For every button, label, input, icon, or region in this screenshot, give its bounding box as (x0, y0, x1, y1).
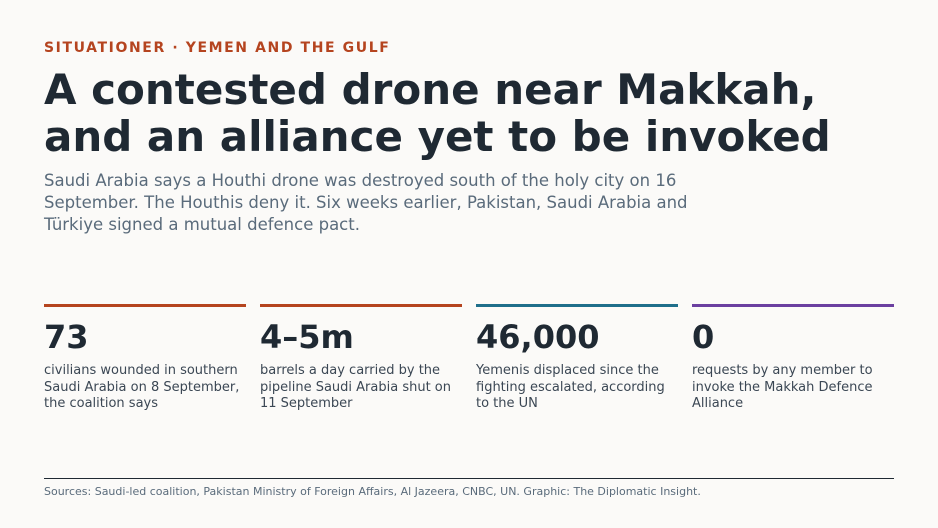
divider (44, 478, 894, 479)
stat-card: 46,000 Yemenis displaced since the fight… (476, 304, 678, 413)
stat-value: 0 (692, 318, 715, 356)
stat-label: barrels a day carried by the pipeline Sa… (260, 363, 452, 411)
subtitle: Saudi Arabia says a Houthi drone was des… (44, 171, 688, 234)
stat-value: 46,000 (476, 318, 600, 356)
stat-card: 73 civilians wounded in southern Saudi A… (44, 304, 246, 413)
sources: Sources: Saudi-led coalition, Pakistan M… (44, 485, 701, 498)
title: A contested drone near Makkah, and an al… (44, 65, 831, 161)
stat-value: 4–5m (260, 318, 354, 356)
stat-label: Yemenis displaced since the fighting esc… (476, 363, 665, 411)
stat-card: 0 requests by any member to invoke the M… (692, 304, 894, 413)
stat-value: 73 (44, 318, 89, 356)
stat-label: requests by any member to invoke the Mak… (692, 363, 873, 411)
stat-card: 4–5m barrels a day carried by the pipeli… (260, 304, 462, 413)
stat-label: civilians wounded in southern Saudi Arab… (44, 363, 240, 411)
kicker: SITUATIONER · YEMEN AND THE GULF (44, 40, 391, 56)
